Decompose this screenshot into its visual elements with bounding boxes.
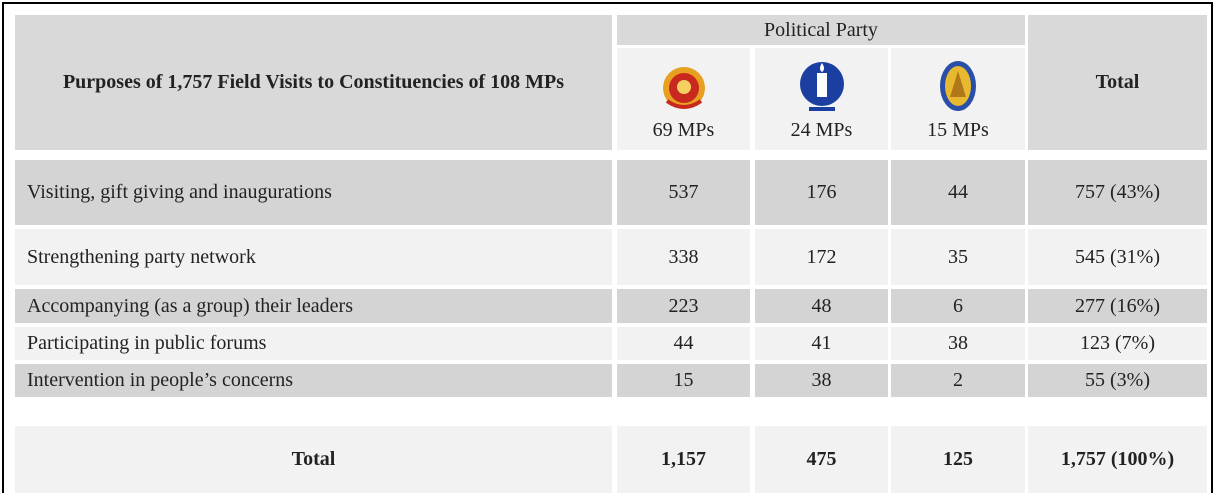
total-value-text: 1,157 xyxy=(661,448,706,470)
row-label-text: Visiting, gift giving and inaugurations xyxy=(27,181,332,203)
party-label: 69 MPs xyxy=(652,119,715,141)
row-value: 176 xyxy=(755,160,888,225)
row-label: Visiting, gift giving and inaugurations xyxy=(15,160,612,225)
row-value-text: 277 (16%) xyxy=(1075,294,1160,317)
row-value-text: 338 xyxy=(668,245,699,268)
row-value: 338 xyxy=(617,229,750,285)
row-value-text: 757 (43%) xyxy=(1075,181,1160,203)
row-value-text: 545 (31%) xyxy=(1075,245,1160,268)
row-value: 38 xyxy=(755,364,888,397)
row-label-text: Strengthening party network xyxy=(27,245,256,268)
row-label-text: Participating in public forums xyxy=(27,332,267,354)
total-value: 475 xyxy=(755,426,888,493)
row-value: 123 (7%) xyxy=(1028,327,1207,360)
total-value-text: 1,757 (100%) xyxy=(1060,448,1175,470)
row-value-text: 48 xyxy=(811,294,832,317)
row-label: Participating in public forums xyxy=(15,327,612,360)
total-header: Total xyxy=(1028,15,1207,150)
row-label: Intervention in people’s concerns xyxy=(15,364,612,397)
row-value: 2 xyxy=(891,364,1025,397)
row-value: 277 (16%) xyxy=(1028,289,1207,323)
party-logo xyxy=(938,59,978,119)
row-label-text: Intervention in people’s concerns xyxy=(27,369,294,391)
row-value-text: 44 xyxy=(673,332,694,354)
row-value: 55 (3%) xyxy=(1028,364,1207,397)
total-value: 1,157 xyxy=(617,426,750,493)
total-header-text: Total xyxy=(1095,71,1140,93)
row-value-text: 55 (3%) xyxy=(1085,369,1150,391)
row-value-text: 41 xyxy=(811,332,832,354)
row-value-text: 6 xyxy=(953,294,963,317)
party-cell: 15 MPs xyxy=(891,48,1025,150)
total-value-text: 475 xyxy=(806,448,837,470)
row-value-text: 223 xyxy=(668,294,699,317)
total-value: 1,757 (100%) xyxy=(1028,426,1207,493)
party-label: 24 MPs xyxy=(790,119,853,141)
row-label-text: Accompanying (as a group) their leaders xyxy=(27,294,353,317)
row-label: Accompanying (as a group) their leaders xyxy=(15,289,612,323)
row-value-text: 172 xyxy=(806,245,837,268)
row-value: 6 xyxy=(891,289,1025,323)
title-cell-text: Purposes of 1,757 Field Visits to Consti… xyxy=(62,71,565,93)
row-value-text: 44 xyxy=(948,181,968,203)
row-value: 537 xyxy=(617,160,750,225)
title-cell: Purposes of 1,757 Field Visits to Consti… xyxy=(15,15,612,150)
total-value-text: 125 xyxy=(943,448,973,470)
row-value: 35 xyxy=(891,229,1025,285)
row-value-text: 35 xyxy=(948,245,968,268)
party-logo xyxy=(661,63,707,119)
row-label: Strengthening party network xyxy=(15,229,612,285)
party-cell: 69 MPs xyxy=(617,48,750,150)
row-value: 41 xyxy=(755,327,888,360)
row-value: 15 xyxy=(617,364,750,397)
party-logo xyxy=(797,59,847,119)
row-value-text: 537 xyxy=(668,181,699,203)
total-label-text: Total xyxy=(291,448,336,470)
party-label: 15 MPs xyxy=(927,119,989,141)
row-value: 48 xyxy=(755,289,888,323)
row-value: 38 xyxy=(891,327,1025,360)
row-value: 172 xyxy=(755,229,888,285)
total-label: Total xyxy=(15,426,612,493)
group-header-text: Political Party xyxy=(764,18,878,41)
group-header: Political Party xyxy=(617,15,1025,45)
total-value: 125 xyxy=(891,426,1025,493)
row-value-text: 15 xyxy=(673,369,694,391)
party-cell: 24 MPs xyxy=(755,48,888,150)
row-value-text: 38 xyxy=(811,369,832,391)
row-value: 545 (31%) xyxy=(1028,229,1207,285)
row-value-text: 38 xyxy=(948,332,968,354)
row-value: 44 xyxy=(617,327,750,360)
row-value: 44 xyxy=(891,160,1025,225)
row-value: 757 (43%) xyxy=(1028,160,1207,225)
row-value-text: 176 xyxy=(806,181,837,203)
row-value-text: 123 (7%) xyxy=(1080,332,1155,354)
row-value: 223 xyxy=(617,289,750,323)
row-value-text: 2 xyxy=(953,369,963,391)
